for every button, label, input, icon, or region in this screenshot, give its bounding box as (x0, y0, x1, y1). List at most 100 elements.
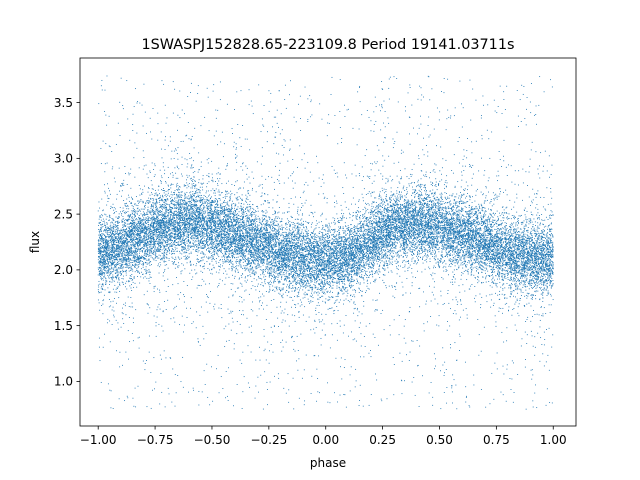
data-point (468, 233, 470, 235)
data-point (503, 245, 505, 247)
data-point (234, 231, 235, 232)
data-point (546, 233, 548, 235)
data-point (342, 246, 344, 247)
data-point (452, 225, 454, 227)
data-point (380, 199, 382, 201)
data-point (289, 258, 291, 260)
data-point (352, 269, 354, 271)
data-point (499, 215, 501, 217)
data-point (219, 243, 221, 245)
data-point (541, 276, 543, 277)
data-point (168, 239, 170, 240)
data-point (184, 210, 186, 212)
data-point (496, 210, 498, 212)
data-point (534, 392, 536, 394)
data-point (97, 284, 99, 286)
data-point (466, 317, 468, 319)
data-point (522, 238, 524, 240)
data-point (386, 225, 388, 226)
data-point (535, 207, 537, 209)
data-point (367, 268, 369, 270)
data-point (486, 230, 488, 232)
data-point (148, 258, 150, 260)
data-point (213, 135, 215, 137)
data-point (384, 274, 386, 276)
data-point (189, 202, 191, 204)
data-point (171, 227, 173, 229)
data-point (325, 284, 326, 286)
data-point (533, 282, 535, 284)
data-point (548, 266, 550, 268)
data-point (363, 279, 365, 281)
data-point (380, 229, 382, 231)
data-point (397, 226, 398, 228)
data-point (322, 258, 324, 260)
data-point (324, 237, 326, 239)
data-point (99, 240, 101, 242)
data-point (418, 200, 420, 202)
data-point (98, 103, 100, 105)
data-point (521, 221, 523, 223)
data-point (457, 215, 459, 217)
data-point (317, 287, 319, 289)
data-point (514, 242, 516, 244)
data-point (209, 225, 211, 227)
data-point (199, 260, 201, 262)
data-point (279, 247, 281, 249)
data-point (198, 152, 200, 154)
data-point (189, 231, 190, 233)
data-point (301, 275, 303, 277)
data-point (523, 255, 525, 257)
data-point (449, 344, 451, 345)
data-point (405, 110, 406, 112)
data-point (327, 255, 329, 257)
data-point (343, 275, 345, 277)
data-point (340, 242, 342, 244)
data-point (146, 220, 148, 221)
data-point (399, 232, 401, 234)
data-point (207, 311, 209, 313)
data-point (332, 291, 333, 293)
data-point (113, 223, 115, 225)
data-point (426, 205, 428, 207)
data-point (195, 235, 197, 237)
data-point (398, 212, 400, 214)
data-point (293, 230, 295, 232)
data-point (340, 274, 342, 276)
data-point (448, 243, 450, 245)
data-point (304, 294, 306, 296)
data-point (294, 242, 296, 244)
data-point (505, 207, 507, 209)
data-point (360, 251, 362, 252)
data-point (265, 178, 267, 180)
data-point (316, 246, 317, 248)
data-point (451, 232, 453, 234)
data-point (449, 248, 451, 249)
data-point (453, 235, 455, 237)
data-point (326, 250, 328, 251)
data-point (399, 237, 401, 239)
data-point (460, 300, 462, 302)
data-point (341, 282, 343, 284)
data-point (227, 222, 228, 223)
data-point (447, 78, 449, 80)
data-point (176, 215, 178, 217)
data-point (347, 270, 349, 271)
data-point (246, 213, 248, 215)
data-point (385, 285, 387, 287)
data-point (431, 275, 433, 277)
data-point (506, 297, 508, 299)
data-point (475, 99, 477, 101)
data-point (196, 240, 198, 242)
data-point (469, 239, 471, 240)
data-point (145, 217, 147, 219)
data-point (125, 235, 127, 236)
data-point (456, 239, 458, 241)
data-point (198, 243, 199, 244)
data-point (292, 257, 294, 258)
data-point (126, 253, 128, 255)
data-point (297, 226, 299, 228)
data-point (282, 293, 284, 295)
data-point (165, 202, 167, 204)
data-point (126, 262, 128, 264)
